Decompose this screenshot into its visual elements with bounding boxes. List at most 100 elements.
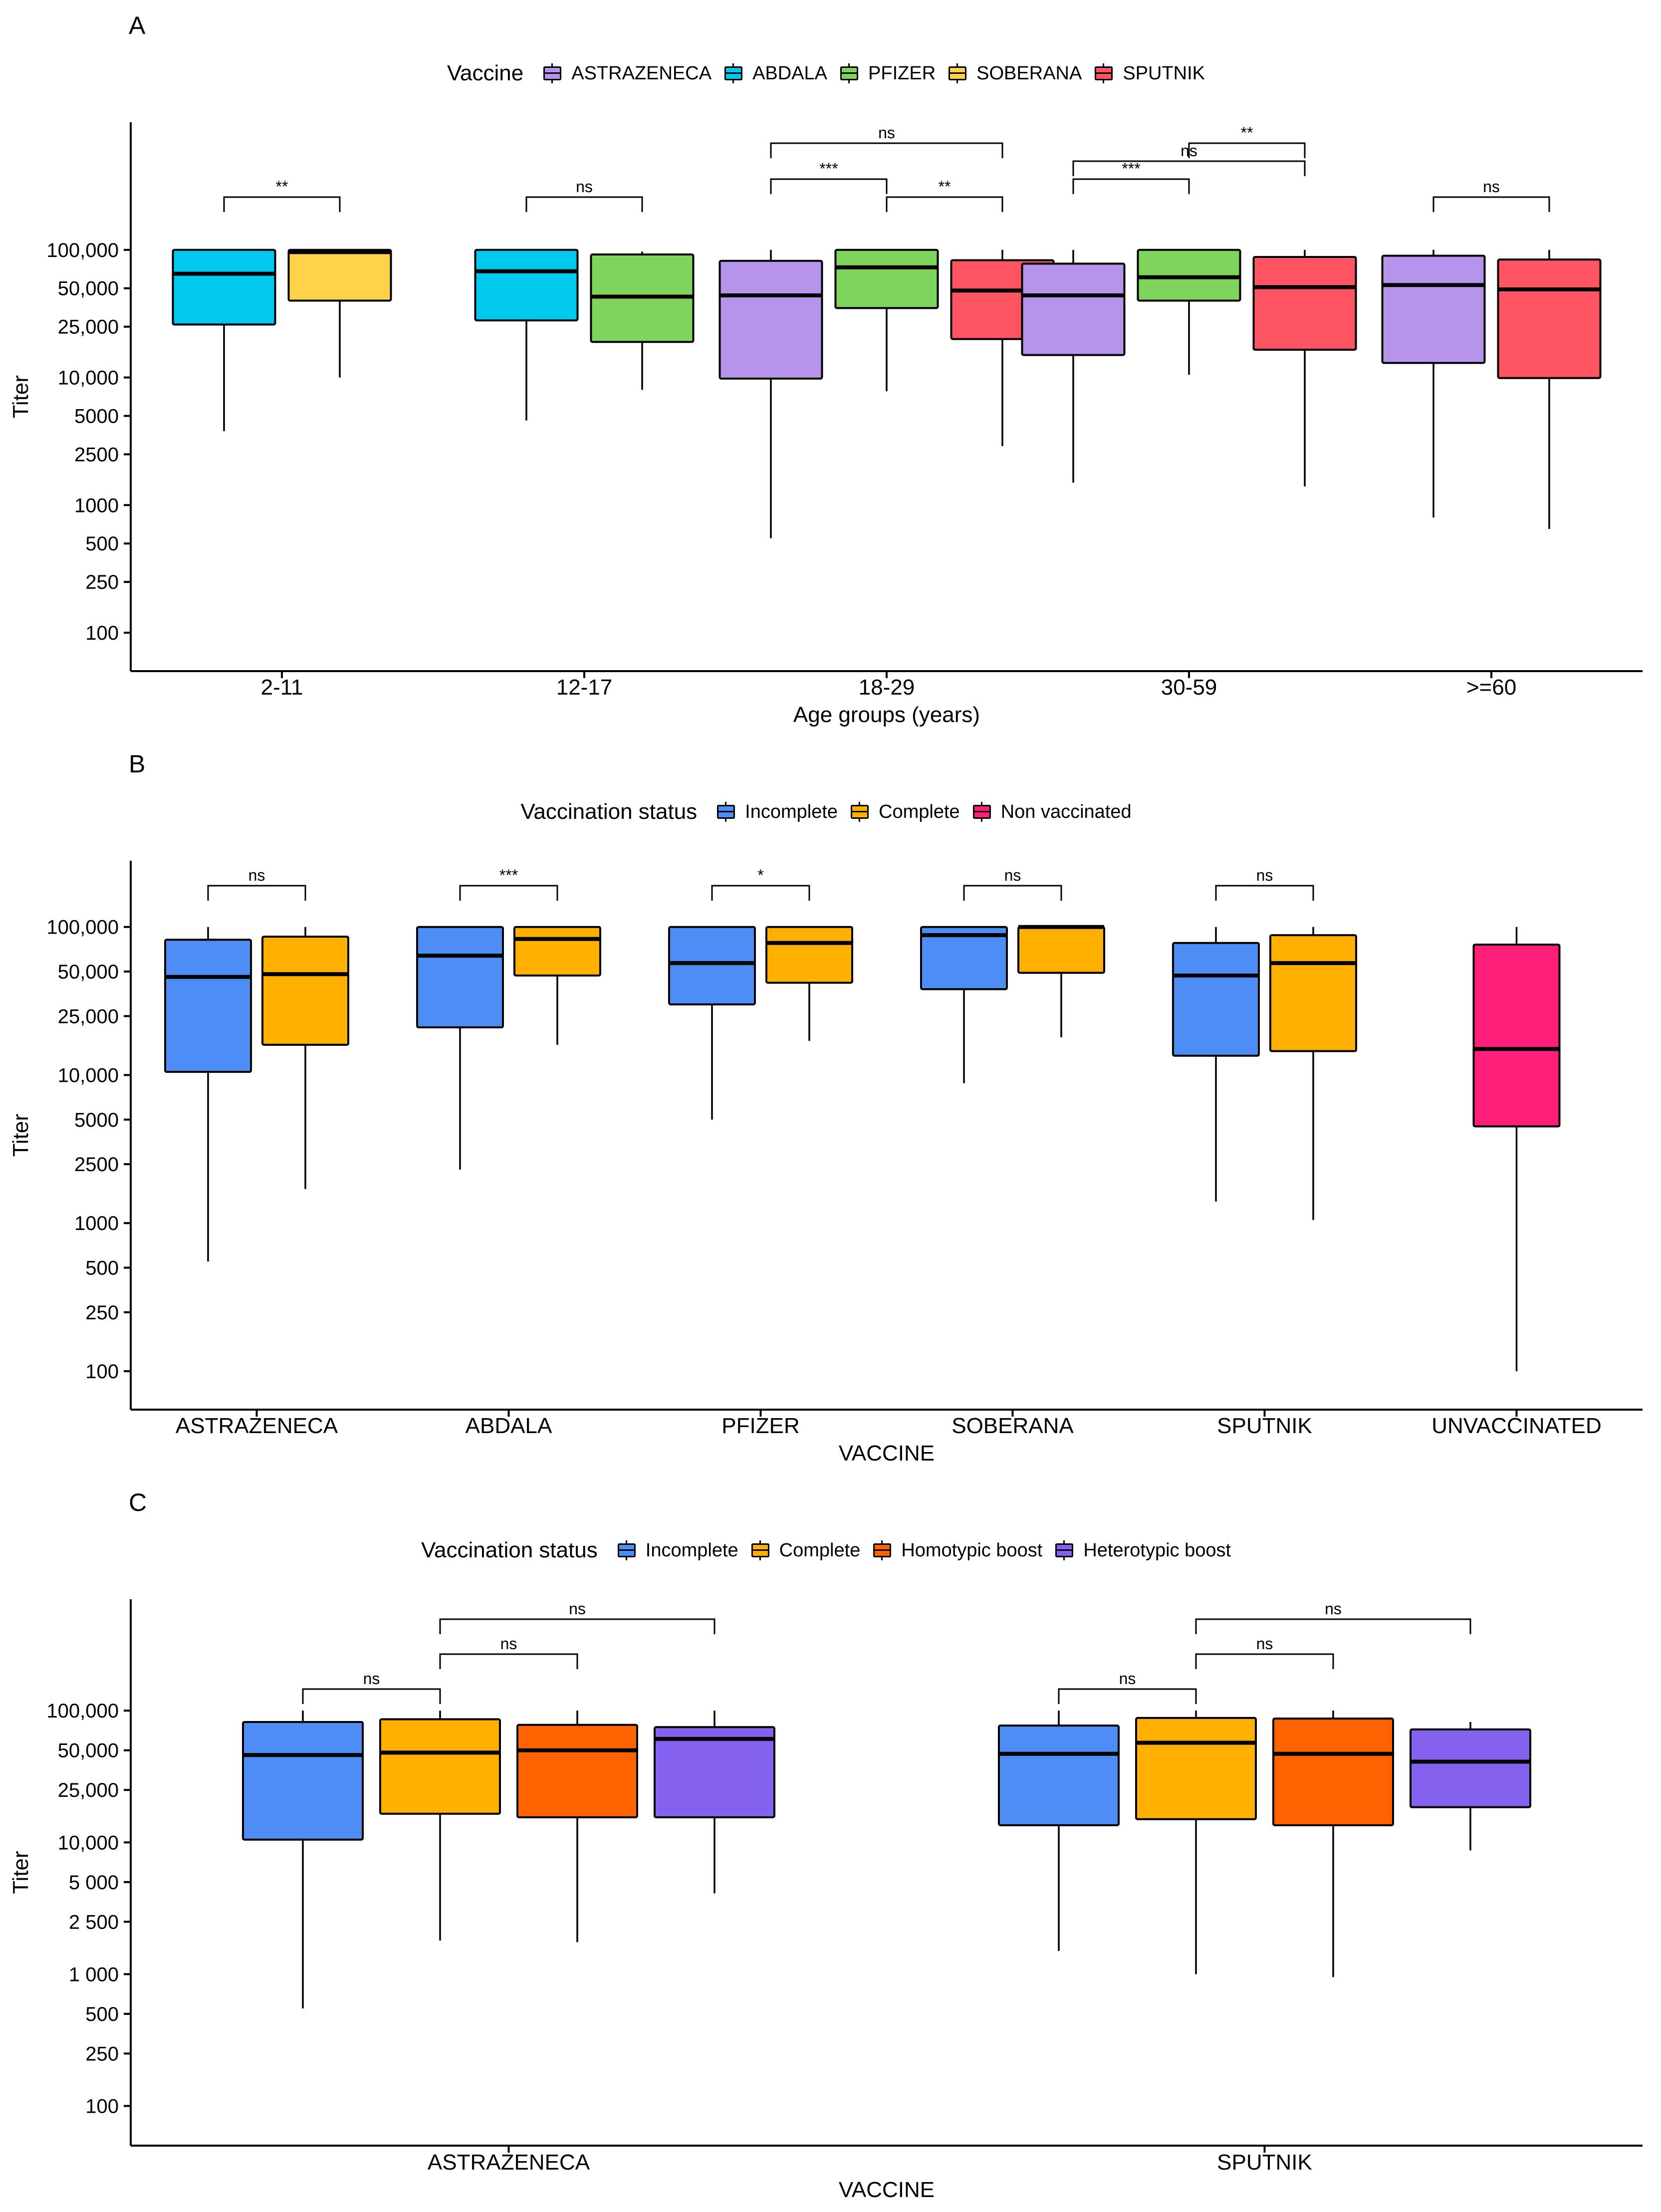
x-tick-label: >=60 xyxy=(1466,675,1516,700)
y-tick-label: 50,000 xyxy=(58,961,119,983)
significance-label: ns xyxy=(363,1670,380,1688)
significance-bracket: ns xyxy=(963,866,1062,901)
legend-swatch xyxy=(1091,63,1117,83)
legend-item-complete: Complete xyxy=(747,1540,860,1561)
y-tick-label: 2500 xyxy=(74,1154,119,1176)
legend-item-incomplete: Incomplete xyxy=(713,801,838,823)
significance-label: *** xyxy=(499,866,518,884)
legend-swatch xyxy=(539,63,565,83)
x-tick-label: UNVACCINATED xyxy=(1431,1414,1602,1438)
legend-item-sputnik: SPUTNIK xyxy=(1091,63,1205,84)
legend-label: Non vaccinated xyxy=(1000,801,1132,822)
box-sputnik xyxy=(1497,249,1602,529)
box-complete xyxy=(1269,927,1357,1220)
legend-swatch xyxy=(713,802,739,822)
box-incomplete xyxy=(998,1711,1120,1951)
bracket-line xyxy=(1072,160,1306,176)
significance-label: ** xyxy=(1241,124,1253,142)
bracket-line xyxy=(525,196,643,212)
significance-bracket: *** xyxy=(770,160,888,194)
panel-b-chart: 100 250 500 1000 2500 5000 10,000 25,000 50,000 1… xyxy=(8,861,1643,1466)
box-body xyxy=(1252,255,1357,351)
panel-c-letter: C xyxy=(129,1488,147,1516)
legend-swatch xyxy=(836,63,862,83)
panel-b: B Vaccination status Incomplete Complete N… xyxy=(0,738,1661,1477)
y-tick-label: 5 000 xyxy=(69,1872,119,1894)
significance-bracket: ns xyxy=(1195,1600,1471,1634)
box-soberana xyxy=(287,248,392,378)
bracket-line xyxy=(439,1653,578,1669)
significance-bracket: ns xyxy=(207,866,306,901)
y-tick-label: 100,000 xyxy=(46,917,119,939)
box-body xyxy=(1172,942,1260,1057)
significance-bracket: * xyxy=(711,866,810,901)
box-homotypic-boost xyxy=(1272,1711,1394,1977)
legend-swatch xyxy=(1051,1540,1077,1560)
y-tick-label: 25,000 xyxy=(58,1005,119,1027)
box-body xyxy=(920,926,1008,990)
x-tick-label: ABDALA xyxy=(466,1414,552,1438)
bracket-line xyxy=(886,196,1003,212)
significance-label: ns xyxy=(500,1635,517,1653)
box-incomplete xyxy=(668,926,756,1120)
box-body xyxy=(172,248,276,326)
significance-bracket: ** xyxy=(1188,124,1306,158)
legend-title: Vaccination status xyxy=(520,799,698,824)
legend-items: ASTRAZENECA ABDALA PFIZER SOBERANA SPUTNIK xyxy=(539,63,1214,84)
bracket-line xyxy=(1072,178,1190,194)
box-pfizer xyxy=(1137,248,1241,375)
legend-title: Vaccination status xyxy=(421,1538,598,1562)
box-abdala xyxy=(474,248,579,421)
panel-a-chart: 100 250 500 1000 2500 5000 10,000 25,000 50,000 1… xyxy=(8,122,1643,727)
significance-bracket: *** xyxy=(459,866,558,901)
box-complete xyxy=(765,926,853,1041)
x-tick-label: 2-11 xyxy=(261,675,303,700)
box-sputnik xyxy=(1252,249,1357,487)
box-astrazeneca xyxy=(1021,249,1126,483)
bracket-line xyxy=(770,178,888,194)
legend-items: Incomplete Complete Homotypic boost Heterot… xyxy=(614,1540,1240,1561)
box-body xyxy=(1269,934,1357,1052)
box-body xyxy=(474,248,579,322)
significance-label: ns xyxy=(1119,1670,1136,1688)
significance-label: * xyxy=(757,866,763,884)
box-body xyxy=(1135,1717,1257,1820)
box-pfizer xyxy=(590,251,695,390)
box-incomplete xyxy=(164,927,252,1262)
box-body xyxy=(513,926,601,977)
significance-label: ns xyxy=(1256,866,1273,884)
panel-c-legend: Vaccination status Incomplete Complete Hom… xyxy=(0,1538,1661,1563)
bracket-line xyxy=(1058,1688,1197,1704)
box-body xyxy=(1472,944,1561,1128)
bracket-line xyxy=(223,196,341,212)
box-astrazeneca xyxy=(718,249,823,538)
box-body xyxy=(1410,1728,1531,1808)
box-pfizer xyxy=(834,248,939,392)
legend-label: Heterotypic boost xyxy=(1083,1539,1231,1561)
bracket-line xyxy=(963,885,1062,901)
box-body xyxy=(379,1718,501,1815)
significance-label: ns xyxy=(1325,1600,1342,1618)
significance-bracket: ns xyxy=(1432,178,1550,212)
box-body xyxy=(834,248,939,309)
significance-bracket: ns xyxy=(302,1670,441,1704)
box-body xyxy=(1497,258,1602,379)
y-tick-label: 50,000 xyxy=(58,278,119,300)
box-complete xyxy=(1135,1711,1257,1974)
box-non-vaccinated xyxy=(1472,927,1561,1371)
legend-items: Incomplete Complete Non vaccinated xyxy=(713,801,1140,823)
y-tick-label: 10,000 xyxy=(58,1832,119,1854)
box-incomplete xyxy=(416,926,504,1170)
box-body xyxy=(1021,262,1126,356)
legend-item-incomplete: Incomplete xyxy=(614,1540,738,1561)
significance-bracket: ns xyxy=(525,178,643,212)
box-complete xyxy=(379,1711,501,1941)
x-axis-title: VACCINE xyxy=(839,1441,935,1466)
panel-c-chart: 100 250 500 1 000 2 500 5 000 10,000 25,000 50,0… xyxy=(8,1599,1643,2202)
significance-bracket: ** xyxy=(886,178,1003,212)
significance-label: ns xyxy=(1256,1635,1273,1653)
box-body xyxy=(718,259,823,380)
x-tick-label: 18-29 xyxy=(859,675,915,700)
significance-bracket: ns xyxy=(1195,1635,1334,1669)
legend-label: SPUTNIK xyxy=(1123,62,1205,84)
